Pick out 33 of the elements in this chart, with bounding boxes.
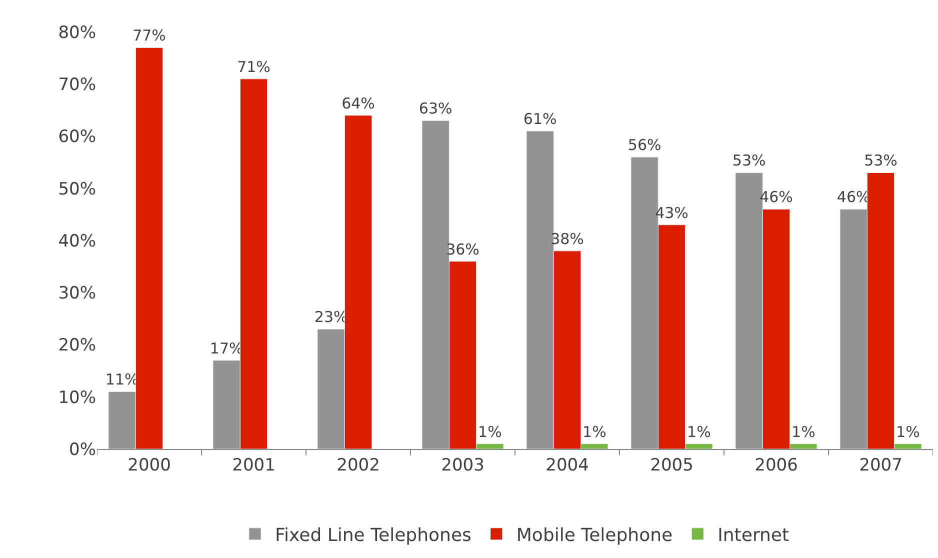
x-tick-label: 2002 [336,455,380,476]
x-tick-label: 2004 [546,455,589,476]
y-tick-label: 70% [58,75,96,96]
y-tick-label: 60% [58,127,96,148]
data-label: 77% [132,26,166,45]
legend-label: Fixed Line Telephones [275,524,472,546]
y-tick-label: 20% [58,336,96,356]
data-label: 56% [628,136,662,154]
data-label: 63% [418,100,452,118]
y-tick-label: 40% [58,231,96,252]
data-label: 64% [342,94,375,112]
data-label: 53% [864,152,898,170]
data-label: 53% [732,152,766,170]
legend-label: Mobile Telephone [516,524,673,546]
x-tick-label: 2003 [441,455,484,476]
legend-label: Internet [718,524,790,546]
x-tick-label: 2005 [650,455,694,476]
y-tick-label: 30% [58,284,96,304]
y-tick-label: 80% [58,22,96,43]
x-tick-label: 2006 [754,455,798,476]
x-tick-label: 2007 [859,455,902,476]
data-label: 1% [792,422,816,441]
y-tick-label: 50% [58,179,96,200]
data-label: 71% [237,58,270,76]
data-label: 1% [582,422,606,441]
data-label: 1% [687,422,711,441]
y-tick-label: 10% [58,388,96,408]
y-tick-label: 0% [69,440,96,460]
x-tick-label: 2001 [232,455,276,476]
data-label: 1% [896,422,920,441]
data-label: 61% [523,110,557,128]
data-label: 1% [478,422,502,441]
x-tick-label: 2000 [128,455,171,476]
